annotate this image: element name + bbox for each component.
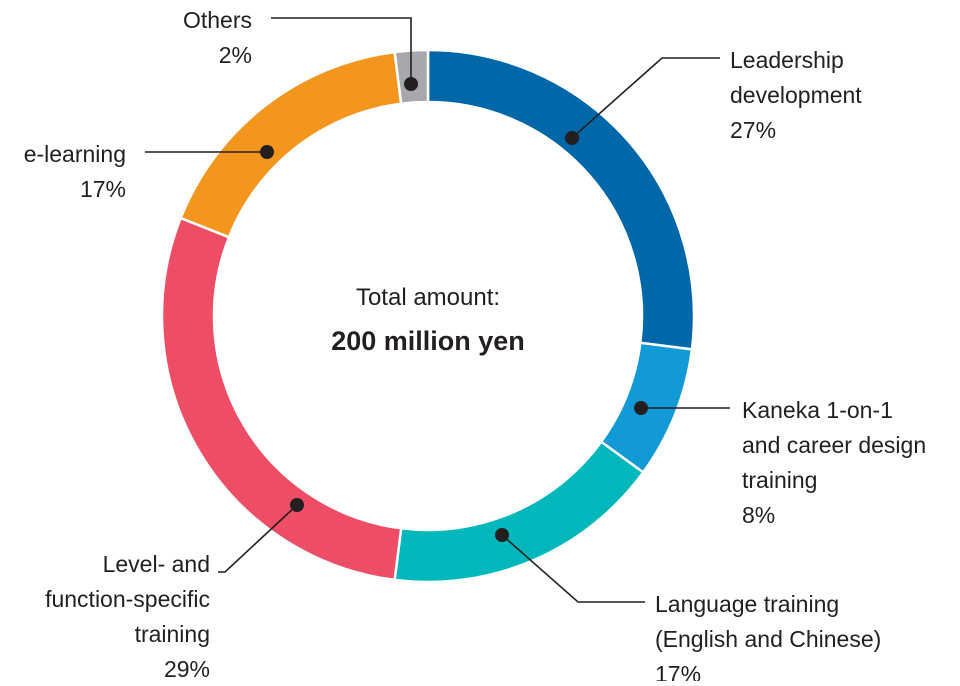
- slice-category-label: training: [742, 467, 817, 493]
- leader-line: [271, 17, 412, 84]
- slice-value-label: 27%: [730, 117, 776, 143]
- slice-value-label: 17%: [80, 176, 126, 202]
- donut-slice: [160, 216, 403, 582]
- leader-lines-layer: [145, 17, 730, 603]
- slice-value-label: 17%: [655, 661, 701, 681]
- slice-label: Level- and function-specific training 29%: [45, 551, 210, 681]
- slice-category-label: Kaneka 1-on-1: [742, 397, 893, 423]
- leader-dot: [634, 401, 648, 415]
- leader-line: [571, 57, 720, 139]
- donut-slice: [179, 50, 403, 239]
- leader-dot: [290, 498, 304, 512]
- slice-label: Leadership development 27%: [730, 47, 862, 143]
- slice-value-label: 8%: [742, 502, 775, 528]
- donut-slice: [393, 440, 645, 584]
- slice-value-label: 29%: [164, 656, 210, 681]
- center-total-label: Total amount:: [356, 284, 500, 311]
- slice-label: e-learning 17%: [24, 141, 126, 202]
- slice-label: Others 2%: [183, 7, 252, 68]
- slice-label: Kaneka 1-on-1 and career design training 8%: [742, 397, 926, 528]
- slice-category-label: Language training: [655, 591, 839, 617]
- slice-category-label: Others: [183, 7, 252, 33]
- slice-category-label: Level- and: [103, 551, 210, 577]
- leader-dot: [260, 145, 274, 159]
- leader-line: [501, 534, 645, 603]
- leader-dot: [565, 131, 579, 145]
- slice-category-label: (English and Chinese): [655, 626, 881, 652]
- slice-label: Language training (English and Chinese) 17…: [655, 591, 881, 681]
- slice-category-label: function-specific: [45, 586, 210, 612]
- slice-category-label: e-learning: [24, 141, 126, 167]
- slice-category-label: Leadership: [730, 47, 844, 73]
- slice-category-label: and career design: [742, 432, 926, 458]
- slices-layer: [160, 48, 696, 584]
- slice-category-label: training: [135, 621, 210, 647]
- center-total-value: 200 million yen: [331, 326, 525, 356]
- labels-layer: Leadership development 27% Kaneka 1-on-1 and…: [24, 7, 926, 686]
- slice-value-label: 2%: [219, 42, 252, 68]
- leader-line: [218, 504, 298, 573]
- leader-dot: [495, 528, 509, 542]
- leader-dot: [404, 77, 418, 91]
- slice-category-label: development: [730, 82, 862, 108]
